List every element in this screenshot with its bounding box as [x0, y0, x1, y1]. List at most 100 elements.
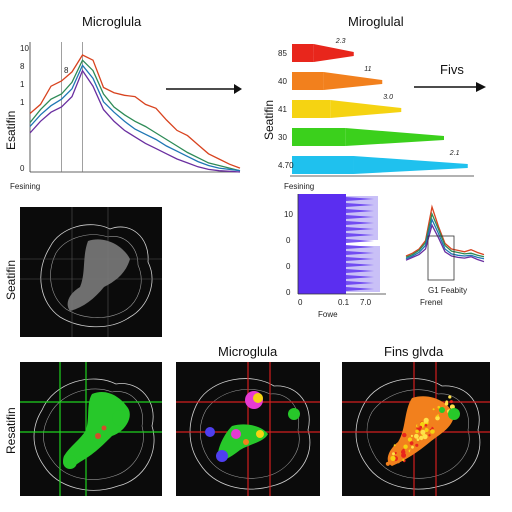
heat-dot	[449, 400, 453, 404]
heat-dot	[393, 444, 396, 447]
heat-dot	[397, 460, 400, 464]
heat-dot	[403, 444, 408, 449]
spike	[346, 221, 374, 225]
heat-dots	[385, 395, 456, 466]
bar-tip-1	[323, 72, 383, 90]
bar-tip-4	[353, 156, 468, 174]
bar-0	[292, 44, 354, 62]
purple-bar-block	[298, 194, 346, 294]
heat-dot	[433, 411, 438, 416]
heat-dot	[402, 459, 405, 461]
spike	[346, 251, 374, 255]
heat-dot	[411, 445, 414, 449]
tick-top-left-4: 0	[20, 164, 25, 173]
bar-value-label: 11	[364, 66, 371, 73]
heat-dot	[419, 439, 422, 443]
arrow-right-icon	[414, 82, 486, 92]
series-line-1	[29, 59, 241, 172]
bar-chart-top-right: 85 2.3 40 11 41 3.0 30 4.70 2.1	[278, 38, 474, 177]
heat-dot	[428, 434, 431, 437]
spike	[346, 233, 374, 237]
bar-2	[292, 100, 402, 118]
spike	[346, 263, 374, 267]
mini-tick: G1 Feabity	[428, 286, 468, 295]
tick-top-left-0: 10	[20, 44, 29, 53]
bar-value-label: 3.0	[383, 94, 393, 101]
spike	[346, 281, 374, 285]
series-line-2	[405, 217, 485, 260]
heat-dot	[448, 395, 452, 399]
title-bottom-mid: Microglula	[218, 344, 278, 359]
heat-dot	[392, 452, 395, 456]
xlabel-mini: Frenel	[420, 298, 443, 307]
ylabel-top-right: Seatifin	[262, 99, 276, 140]
heat-dot	[425, 439, 429, 443]
heat-dot	[420, 429, 426, 435]
mini-bracket	[427, 235, 455, 281]
xlabel-top-left: Fesining	[10, 182, 41, 191]
tissue-panel-heat	[342, 362, 490, 496]
heat-dot	[423, 417, 429, 423]
bar-value-label: 2.1	[449, 150, 460, 157]
bar-body-3	[292, 128, 346, 146]
tick-top-left-2: 1	[20, 80, 25, 89]
heat-dot	[415, 429, 419, 434]
heat-dot	[424, 424, 428, 427]
bar-value-label: 2.3	[335, 38, 346, 45]
bar-body-4	[292, 156, 354, 174]
arrow-right-icon	[166, 84, 242, 94]
series-line-3	[405, 223, 485, 263]
heat-dot	[422, 434, 428, 440]
tissue-outline	[20, 207, 162, 337]
heat-dot	[419, 435, 424, 441]
bar-category-label: 41	[278, 105, 287, 114]
purple-spikes	[346, 197, 374, 291]
heat-dot	[385, 461, 390, 466]
spike	[346, 287, 374, 291]
tick-top-left-1: 8	[20, 62, 25, 71]
title-top-right: Miroglulal	[348, 14, 404, 29]
heat-dot	[419, 425, 423, 429]
heat-dot	[414, 433, 419, 439]
xlabel-mid-bars: Fowe	[318, 310, 338, 319]
title-bottom-right: Fins glvda	[384, 344, 444, 359]
bar-category-label: 4.70	[278, 161, 294, 170]
series-line-3	[29, 69, 241, 173]
bar-tip-0	[313, 44, 354, 62]
bar-category-label: 40	[278, 77, 287, 86]
spike	[346, 203, 374, 207]
heat-dot	[445, 400, 448, 403]
series-line-1	[405, 211, 485, 258]
tick-top-left-3: 1	[20, 98, 25, 107]
tick-mid-bars-0: 10	[284, 210, 293, 219]
heat-dot	[415, 443, 419, 447]
bar-category-label: 85	[278, 49, 287, 58]
heat-dot	[401, 449, 404, 452]
heat-dot	[420, 421, 425, 427]
bar-body-0	[292, 44, 314, 62]
tick-mid-bars-2: 0	[286, 262, 291, 271]
xlabel-top-right: Fesining	[284, 182, 315, 191]
bar-3	[292, 128, 444, 146]
heat-dot	[444, 401, 449, 406]
bar-4	[292, 156, 468, 174]
heat-dot	[391, 460, 396, 464]
label-fivs: Fivs	[440, 62, 464, 77]
spike	[346, 269, 374, 273]
spike	[346, 275, 374, 279]
heat-dot	[437, 405, 441, 409]
heat-dot	[394, 451, 397, 455]
purple-bar-chart	[297, 194, 386, 295]
heat-dot	[401, 452, 407, 458]
heat-dot	[424, 428, 429, 432]
bar-tip-2	[330, 100, 402, 118]
tissue-panel-multicolor	[176, 362, 320, 496]
heat-dot	[416, 438, 420, 441]
heat-dot	[390, 455, 396, 461]
series-line-2	[29, 64, 241, 172]
spike	[346, 257, 374, 261]
spike	[346, 227, 374, 231]
heat-dot	[432, 408, 435, 411]
series-line-0	[29, 54, 241, 169]
ylabel-bottom-left: Resatifin	[4, 407, 18, 454]
